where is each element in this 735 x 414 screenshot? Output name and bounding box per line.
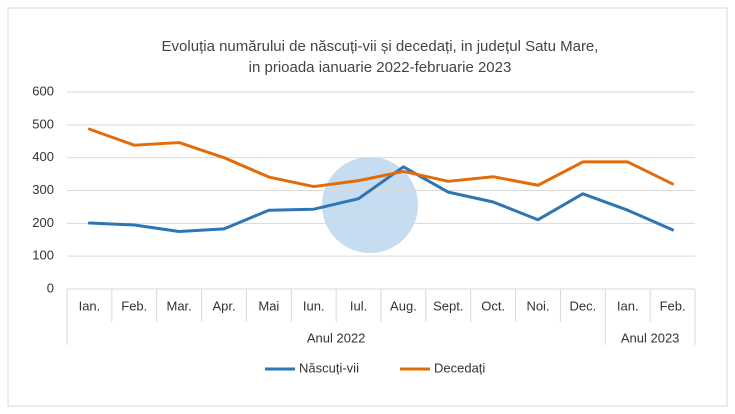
chart-border [7, 7, 728, 407]
y-tick-label: 100 [32, 248, 54, 263]
x-tick-label: Ian. [79, 298, 101, 313]
x-tick-label: Dec. [569, 298, 596, 313]
y-tick-label: 400 [32, 149, 54, 164]
x-tick-label: Ian. [617, 298, 639, 313]
chart-title: Evoluția numărului de născuți-vii și dec… [162, 38, 599, 55]
series-line [87, 165, 675, 234]
y-tick-label: 300 [32, 182, 54, 197]
x-tick-label: Noi. [526, 298, 549, 313]
x-tick-label: Mar. [166, 298, 191, 313]
x-tick-label: Aug. [390, 298, 417, 313]
x-tick-label: Feb. [660, 298, 686, 313]
chart-subtitle: in prioada ianuarie 2022-februarie 2023 [249, 59, 512, 76]
y-tick-label: 200 [32, 215, 54, 230]
legend-label: Născuți-vii [299, 360, 359, 375]
x-tick-label: Iun. [303, 298, 325, 313]
x-tick-label: Apr. [212, 298, 235, 313]
x-tick-label: Oct. [481, 298, 505, 313]
y-tick-label: 600 [32, 83, 54, 98]
y-tick-label: 500 [32, 116, 54, 131]
x-tick-label: Iul. [350, 298, 367, 313]
series-line [87, 127, 675, 189]
group-label: Anul 2022 [307, 330, 366, 345]
y-tick-label: 0 [47, 280, 54, 295]
x-tick-label: Sept. [433, 298, 463, 313]
x-tick-label: Feb. [121, 298, 147, 313]
x-tick-label: Mai [258, 298, 279, 313]
legend-label: Decedați [434, 360, 485, 375]
group-label: Anul 2023 [621, 330, 680, 345]
